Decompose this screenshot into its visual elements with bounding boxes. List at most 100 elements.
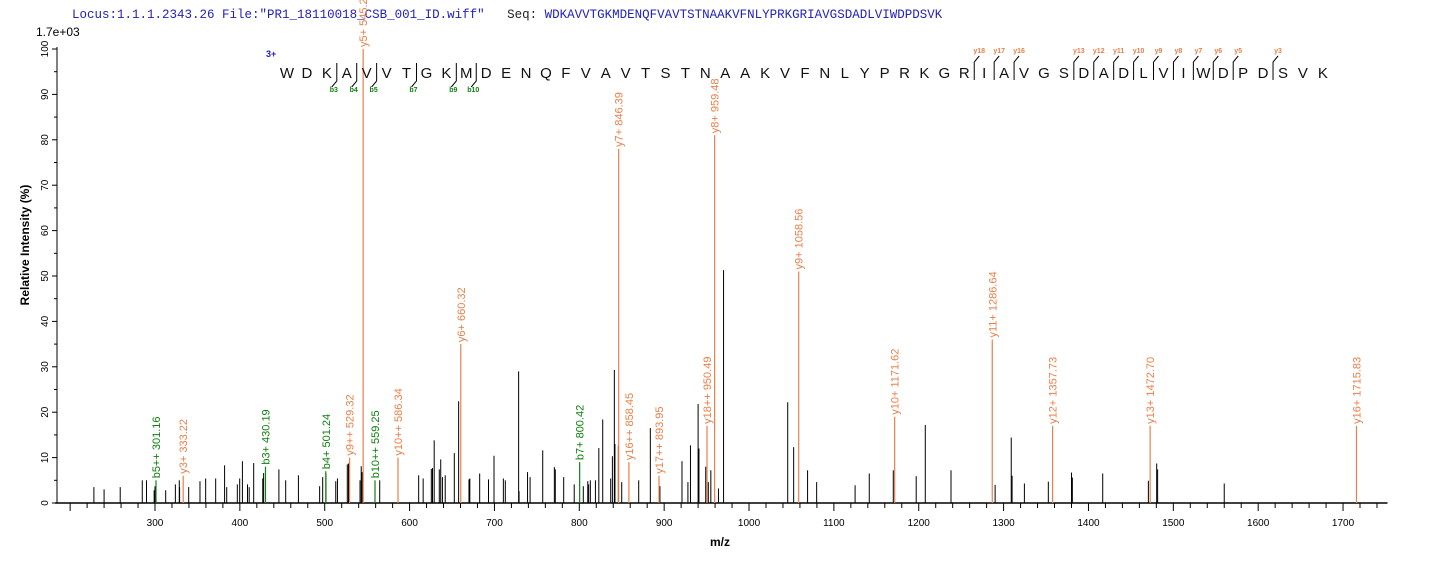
y-axis-title: Relative Intensity (%) [18, 185, 32, 306]
peak-label: b10++ 559.25 [370, 410, 382, 478]
sequence-residue: K [322, 65, 332, 82]
sequence-residue: V [1298, 65, 1308, 82]
x-tick-label: 600 [401, 518, 418, 529]
sequence-residue: N [521, 65, 532, 82]
sequence-residue: A [1099, 65, 1109, 82]
sequence-residue: D [1258, 65, 1269, 82]
y-tick-label: 60 [40, 225, 51, 237]
sequence-residue: K [760, 65, 770, 82]
sequence-residue: G [939, 65, 951, 82]
y-ion-label: y8 [1175, 48, 1183, 55]
sequence-residue: V [382, 65, 392, 82]
sequence-residue: S [1278, 65, 1288, 82]
x-tick-label: 1400 [1077, 518, 1100, 529]
sequence-residue: K [1318, 65, 1328, 82]
sequence-residue: S [1059, 65, 1069, 82]
sequence-residue: G [1038, 65, 1050, 82]
x-axis-title: m/z [710, 535, 730, 549]
y-ion-label: y3 [1274, 48, 1282, 55]
y-ion-label: y18 [973, 48, 985, 55]
peak-label: y12+ 1357.73 [1048, 357, 1060, 424]
sequence-residue: R [899, 65, 910, 82]
b-ion-label: b9 [449, 87, 457, 94]
y-tick-label: 10 [40, 452, 51, 464]
sequence-residue: D [1218, 65, 1229, 82]
x-tick-label: 1700 [1332, 518, 1355, 529]
locus-text: Locus:1.1.1.2343.26 [72, 8, 215, 22]
y-tick-label: 70 [40, 179, 51, 191]
sequence-residue: D [481, 65, 492, 82]
sequence-residue: V [1019, 65, 1029, 82]
y-ion-marker [1113, 55, 1120, 80]
peak-label: y3+ 333.22 [178, 419, 190, 474]
sequence-residue: F [561, 65, 570, 82]
x-tick-label: 900 [656, 518, 673, 529]
y-tick-label: 100 [40, 40, 51, 57]
peak-label: b3+ 430.19 [260, 409, 272, 464]
y-ion-marker [1212, 55, 1219, 80]
y-ion-label: y9 [1155, 48, 1163, 55]
x-tick-label: 400 [232, 518, 249, 529]
b-ion-label: b7 [409, 87, 417, 94]
b-ion-marker [331, 63, 338, 88]
y-ion-marker [1133, 55, 1139, 80]
sequence-residue: K [441, 65, 451, 82]
sequence-residue: D [1118, 65, 1129, 82]
b-ion-label: b10 [467, 87, 479, 94]
sequence-residue: I [982, 65, 986, 82]
y-ion-marker [1172, 55, 1179, 80]
sequence-residue: W [1196, 65, 1211, 82]
peak-label: y8+ 959.48 [710, 79, 722, 134]
x-tick-label: 1200 [908, 518, 931, 529]
b-ion-label: b5 [370, 87, 378, 94]
sequence-residue: T [681, 65, 690, 82]
x-tick-label: 1000 [738, 518, 761, 529]
peak-label: y6+ 660.32 [456, 287, 468, 342]
seq-text: WDKAVVTGKMDENQFVAVTSTNAAKVFNLYPRKGRIAVGS… [544, 8, 943, 22]
x-tick-label: 800 [571, 518, 588, 529]
sequence-residue: E [501, 65, 511, 82]
sequence-residue: V [1158, 65, 1168, 82]
x-tick-label: 1600 [1247, 518, 1270, 529]
y-ion-label: y10 [1133, 48, 1145, 55]
y-tick-label: 30 [40, 361, 51, 373]
b-ion-marker [470, 63, 477, 88]
b-ion-marker [411, 63, 417, 88]
sequence-residue: D [1078, 65, 1089, 82]
file-text: File:"PR1_18110018_CSB_001_ID.wiff" [222, 8, 485, 22]
precursor-charge-label: 3+ [266, 49, 276, 59]
peak-label: b5++ 301.16 [151, 417, 163, 479]
peak-label: y18++ 950.49 [702, 357, 714, 424]
sequence-residue: N [700, 65, 711, 82]
x-tick-label: 300 [147, 518, 164, 529]
y-tick-label: 20 [40, 406, 51, 418]
intensity-scale-label: 1.7e+03 [36, 25, 80, 39]
b-ion-label: b3 [330, 87, 338, 94]
peak-label: y10++ 586.34 [393, 388, 405, 455]
peak-label: y11+ 1286.64 [987, 271, 999, 337]
sequence-residue: A [999, 65, 1009, 82]
y-ion-marker [1073, 55, 1080, 80]
sequence-residue: A [601, 65, 611, 82]
sequence-residue: V [362, 65, 372, 82]
y-ion-label: y16 [1013, 48, 1025, 55]
peak-label: y16++ 858.45 [624, 393, 636, 460]
peak-label: b7+ 800.42 [575, 405, 587, 460]
peak-label: y9++ 529.32 [345, 394, 357, 455]
sequence-residue: G [421, 65, 433, 82]
x-tick-label: 700 [486, 518, 503, 529]
y-ion-marker [973, 55, 980, 80]
sequence-residue: L [1139, 65, 1147, 82]
y-ion-marker [1153, 55, 1159, 80]
sequence-residue: D [301, 65, 312, 82]
peak-label: y16+ 1715.83 [1351, 357, 1363, 424]
y-ion-label: y7 [1194, 48, 1202, 55]
y-ion-marker [1093, 55, 1100, 80]
sequence-residue: V [581, 65, 591, 82]
sequence-residue: M [460, 65, 473, 82]
axes: 300 400 500 600 700 800 900 1000 1100 1200 1300 140… [40, 40, 1388, 529]
seq-label: Seq: [507, 8, 538, 22]
sequence-residue: R [959, 65, 970, 82]
peak-label: y17++ 893.95 [654, 406, 666, 473]
